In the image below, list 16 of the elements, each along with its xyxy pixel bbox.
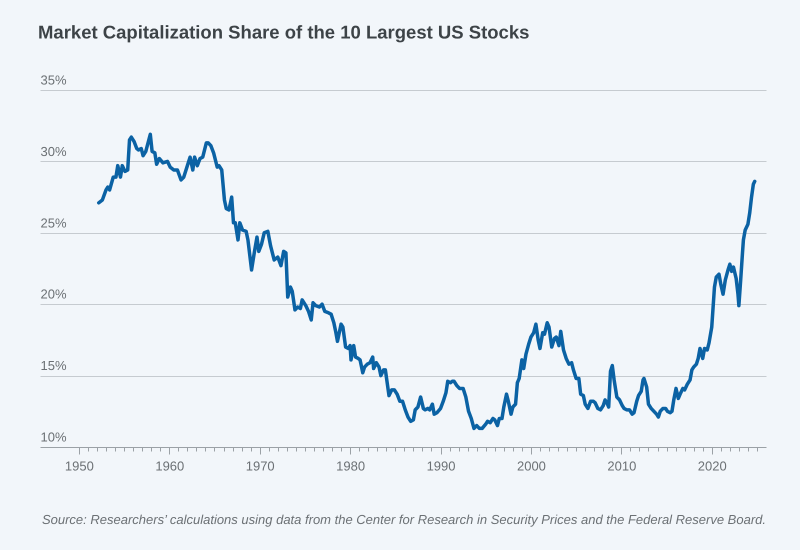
x-tick-label: 1970	[246, 458, 275, 474]
x-tick-label: 1990	[426, 458, 456, 474]
x-tick-label: 2000	[516, 458, 546, 474]
y-tick-label: 10%	[40, 430, 67, 444]
source-note: Source: Researchers’ calculations using data from the Center for Research in Security Prices and the Federal Reserve Board.	[42, 512, 766, 527]
y-tick-label: 25%	[40, 215, 67, 230]
y-tick-label: 30%	[40, 144, 67, 159]
x-tick-label: 1950	[64, 458, 94, 474]
x-tick-label: 2020	[698, 458, 727, 474]
chart-title: Market Capitalization Share of the 10 Largest US Stocks	[38, 22, 530, 42]
y-tick-label: 35%	[40, 72, 67, 88]
y-tick-label: 20%	[40, 286, 67, 302]
y-tick-label: 15%	[40, 358, 67, 374]
x-tick-label: 1980	[336, 458, 366, 474]
x-tick-label: 2010	[607, 458, 636, 474]
x-tick-label: 1960	[155, 458, 184, 474]
